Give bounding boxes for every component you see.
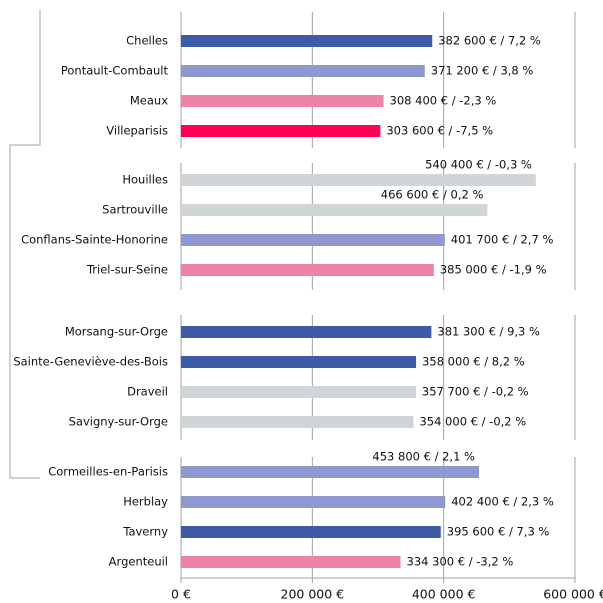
category-label: Chelles — [126, 34, 168, 48]
bar — [181, 204, 488, 216]
bar — [181, 264, 434, 276]
value-label: 303 600 € / -7,5 % — [386, 124, 493, 138]
category-label: Taverny — [122, 525, 168, 539]
bar — [181, 95, 384, 107]
value-label: 358 000 € / 8,2 % — [422, 355, 525, 369]
category-label: Morsang-sur-Orge — [65, 325, 168, 339]
bar — [181, 35, 433, 47]
bar — [181, 416, 414, 428]
x-tick-label: 0 € — [171, 587, 191, 602]
category-label: Sartrouville — [102, 203, 168, 217]
bar — [181, 174, 536, 186]
value-label: 354 000 € / -0,2 % — [419, 415, 526, 429]
bar — [181, 526, 441, 538]
value-label: 308 400 € / -2,3 % — [390, 94, 497, 108]
value-label: 466 600 € / 0,2 % — [381, 188, 484, 202]
value-label: 402 400 € / 2,3 % — [451, 495, 554, 509]
category-label: Pontault-Combault — [61, 64, 169, 78]
category-label: Herblay — [123, 495, 168, 509]
value-label: 381 300 € / 9,3 % — [437, 325, 540, 339]
category-label: Meaux — [130, 94, 168, 108]
bar — [181, 386, 416, 398]
category-label: Houilles — [122, 173, 168, 187]
bar — [181, 65, 425, 77]
value-label: 382 600 € / 7,2 % — [438, 34, 541, 48]
x-tick-label: 600 000 € — [543, 587, 603, 602]
value-label: 540 400 € / -0,3 % — [425, 158, 532, 172]
category-label: Cormeilles-en-Parisis — [48, 465, 168, 479]
bar — [181, 496, 446, 508]
category-label: Sainte-Geneviève-des-Bois — [13, 355, 168, 369]
category-label: Savigny-sur-Orge — [69, 415, 168, 429]
bar — [181, 466, 479, 478]
category-label: Draveil — [127, 385, 168, 399]
group-bracket — [9, 10, 41, 479]
category-label: Villeparisis — [106, 124, 168, 138]
category-label: Triel-sur-Seine — [86, 263, 168, 277]
value-label: 357 700 € / -0,2 % — [422, 385, 529, 399]
category-label: Conflans-Sainte-Honorine — [21, 233, 168, 247]
bar — [181, 326, 432, 338]
bar — [181, 125, 381, 137]
value-label: 334 300 € / -3,2 % — [407, 555, 514, 569]
x-tick-label: 400 000 € — [412, 587, 476, 602]
value-label: 453 800 € / 2,1 % — [372, 450, 475, 464]
x-tick-label: 200 000 € — [281, 587, 345, 602]
category-label: Argenteuil — [109, 555, 168, 569]
value-label: 395 600 € / 7,3 % — [447, 525, 550, 539]
value-label: 371 200 € / 3,8 % — [431, 64, 534, 78]
bar — [181, 234, 445, 246]
value-label: 385 000 € / -1,9 % — [440, 263, 547, 277]
bar — [181, 356, 417, 368]
bar — [181, 556, 401, 568]
value-label: 401 700 € / 2,7 % — [451, 233, 554, 247]
